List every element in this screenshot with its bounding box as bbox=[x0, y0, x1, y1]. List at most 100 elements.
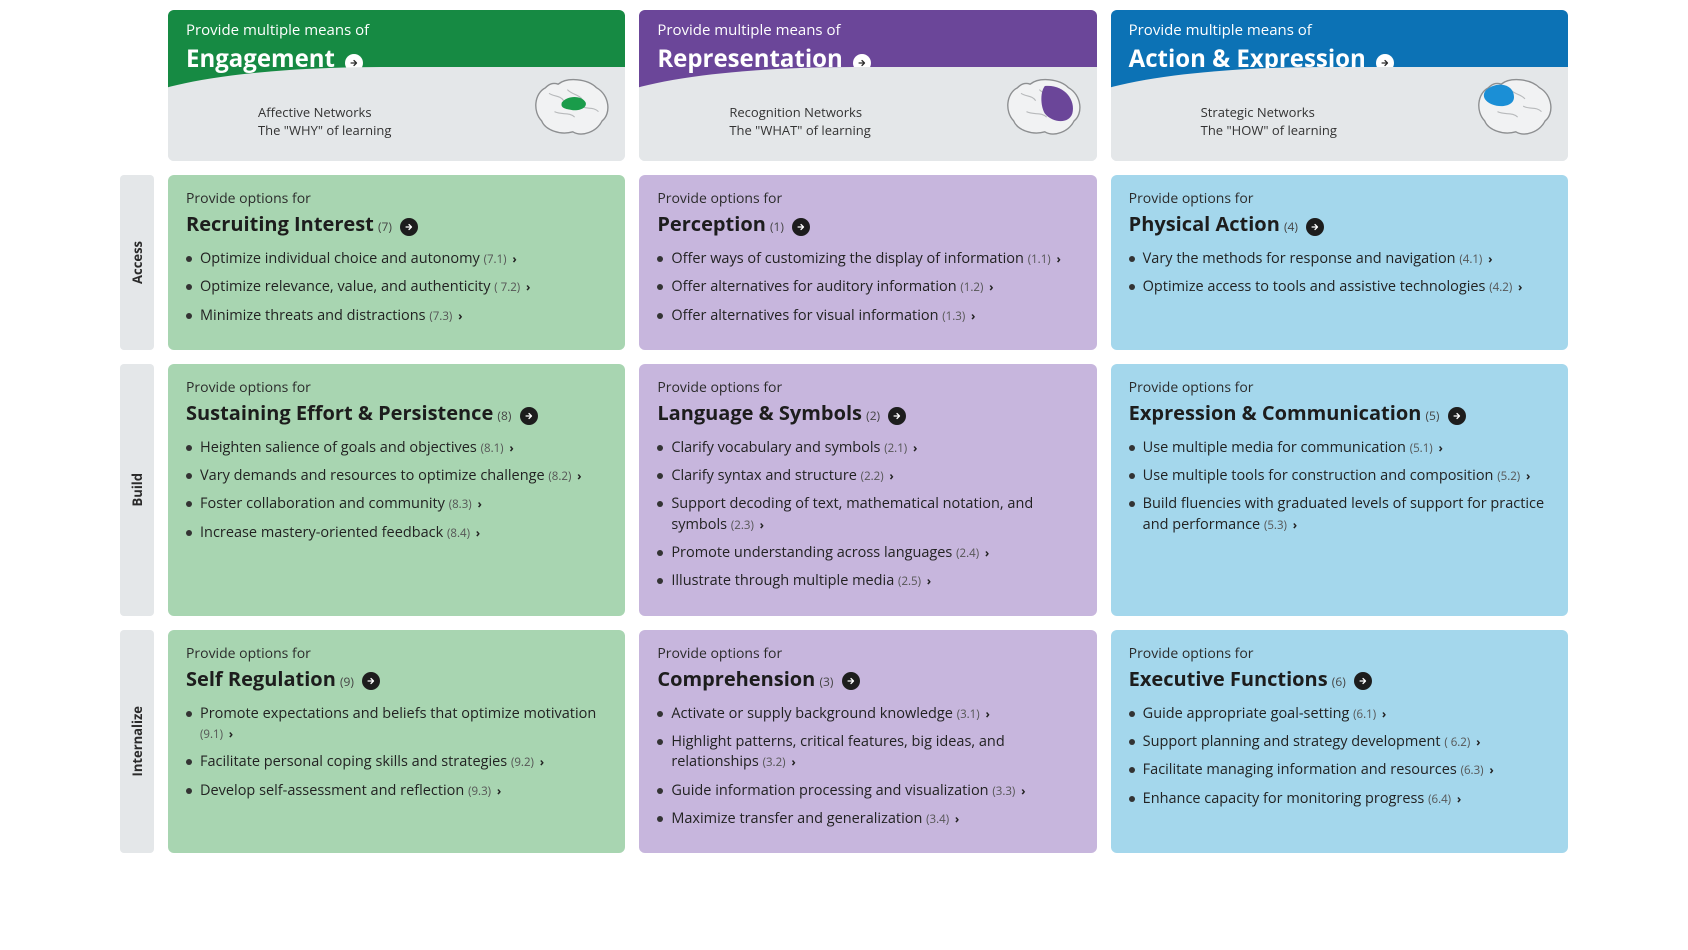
chevron-right-icon: › bbox=[229, 725, 233, 742]
options-lead: Provide options for bbox=[657, 189, 1078, 208]
checkpoint-item[interactable]: Maximize transfer and generalization (3.… bbox=[657, 809, 1078, 829]
arrow-icon[interactable] bbox=[842, 672, 860, 690]
cell-number: (9) bbox=[340, 673, 354, 690]
cell-title[interactable]: Perception bbox=[657, 210, 766, 237]
checkpoint-item[interactable]: Guide information processing and visuali… bbox=[657, 781, 1078, 801]
cell-number: (1) bbox=[770, 218, 784, 235]
arrow-icon[interactable] bbox=[1306, 218, 1324, 236]
cell-action-0: Provide options for Physical Action (4) … bbox=[1111, 175, 1568, 350]
checkpoint-item[interactable]: Offer ways of customizing the display of… bbox=[657, 249, 1078, 269]
cell-title[interactable]: Physical Action bbox=[1129, 210, 1280, 237]
checkpoint-item[interactable]: Optimize access to tools and assistive t… bbox=[1129, 277, 1550, 297]
chevron-right-icon: › bbox=[927, 572, 931, 589]
chevron-right-icon: › bbox=[476, 524, 480, 541]
checkpoint-item[interactable]: Vary demands and resources to optimize c… bbox=[186, 466, 607, 486]
brain-icon bbox=[1470, 73, 1558, 143]
brain-icon bbox=[999, 73, 1087, 143]
chevron-right-icon: › bbox=[791, 753, 795, 770]
chevron-right-icon: › bbox=[1489, 761, 1493, 778]
checkpoint-item[interactable]: Use multiple tools for construction and … bbox=[1129, 466, 1550, 486]
chevron-right-icon: › bbox=[889, 467, 893, 484]
cell-title[interactable]: Sustaining Effort & Persistence bbox=[186, 399, 493, 426]
options-lead: Provide options for bbox=[657, 644, 1078, 663]
options-lead: Provide options for bbox=[1129, 644, 1550, 663]
chevron-right-icon: › bbox=[955, 810, 959, 827]
header-lead: Provide multiple means of bbox=[657, 20, 1078, 40]
checkpoint-item[interactable]: Clarify vocabulary and symbols (2.1) › bbox=[657, 438, 1078, 458]
options-lead: Provide options for bbox=[186, 189, 607, 208]
checkpoint-item[interactable]: Increase mastery-oriented feedback (8.4)… bbox=[186, 523, 607, 543]
chevron-right-icon: › bbox=[1457, 790, 1461, 807]
cell-number: (3) bbox=[819, 673, 833, 690]
arrow-icon[interactable] bbox=[792, 218, 810, 236]
checkpoint-item[interactable]: Promote understanding across languages (… bbox=[657, 543, 1078, 563]
cell-title[interactable]: Comprehension bbox=[657, 665, 815, 692]
checkpoint-item[interactable]: Optimize relevance, value, and authentic… bbox=[186, 277, 607, 297]
chevron-right-icon: › bbox=[760, 516, 764, 533]
checkpoint-item[interactable]: Enhance capacity for monitoring progress… bbox=[1129, 789, 1550, 809]
chevron-right-icon: › bbox=[458, 307, 462, 324]
checkpoint-item[interactable]: Use multiple media for communication (5.… bbox=[1129, 438, 1550, 458]
checkpoint-item[interactable]: Offer alternatives for auditory informat… bbox=[657, 277, 1078, 297]
arrow-icon[interactable] bbox=[1354, 672, 1372, 690]
checkpoint-item[interactable]: Minimize threats and distractions (7.3) … bbox=[186, 306, 607, 326]
arrow-icon[interactable] bbox=[520, 407, 538, 425]
header-lead: Provide multiple means of bbox=[1129, 20, 1550, 40]
cell-number: (2) bbox=[866, 407, 880, 424]
arrow-icon[interactable] bbox=[362, 672, 380, 690]
options-lead: Provide options for bbox=[186, 378, 607, 397]
checkpoint-item[interactable]: Vary the methods for response and naviga… bbox=[1129, 249, 1550, 269]
chevron-right-icon: › bbox=[1488, 250, 1492, 267]
checkpoint-item[interactable]: Heighten salience of goals and objective… bbox=[186, 438, 607, 458]
checkpoint-item[interactable]: Develop self-assessment and reflection (… bbox=[186, 781, 607, 801]
checkpoint-item[interactable]: Facilitate managing information and reso… bbox=[1129, 760, 1550, 780]
chevron-right-icon: › bbox=[989, 278, 993, 295]
chevron-right-icon: › bbox=[1293, 516, 1297, 533]
checkpoint-item[interactable]: Support decoding of text, mathematical n… bbox=[657, 494, 1078, 535]
checkpoint-item[interactable]: Activate or supply background knowledge … bbox=[657, 704, 1078, 724]
checkpoint-item[interactable]: Facilitate personal coping skills and st… bbox=[186, 752, 607, 772]
row-label-build: Build bbox=[120, 364, 154, 616]
cell-representation-0: Provide options for Perception (1) Offer… bbox=[639, 175, 1096, 350]
chevron-right-icon: › bbox=[1438, 439, 1442, 456]
checkpoint-item[interactable]: Guide appropriate goal-setting (6.1) › bbox=[1129, 704, 1550, 724]
cell-title[interactable]: Recruiting Interest bbox=[186, 210, 374, 237]
checkpoint-item[interactable]: Promote expectations and beliefs that op… bbox=[186, 704, 607, 745]
arrow-icon[interactable] bbox=[400, 218, 418, 236]
checkpoint-item[interactable]: Highlight patterns, critical features, b… bbox=[657, 732, 1078, 773]
cell-engagement-2: Provide options for Self Regulation (9) … bbox=[168, 630, 625, 853]
checkpoint-item[interactable]: Clarify syntax and structure (2.2) › bbox=[657, 466, 1078, 486]
cell-number: (5) bbox=[1426, 407, 1440, 424]
cell-representation-1: Provide options for Language & Symbols (… bbox=[639, 364, 1096, 616]
chevron-right-icon: › bbox=[526, 278, 530, 295]
row-label-internalize: Internalize bbox=[120, 630, 154, 853]
cell-action-1: Provide options for Expression & Communi… bbox=[1111, 364, 1568, 616]
chevron-right-icon: › bbox=[1476, 733, 1480, 750]
checkpoint-item[interactable]: Offer alternatives for visual informatio… bbox=[657, 306, 1078, 326]
cell-title[interactable]: Expression & Communication bbox=[1129, 399, 1422, 426]
row-label-access: Access bbox=[120, 175, 154, 350]
arrow-icon[interactable] bbox=[1448, 407, 1466, 425]
cell-title[interactable]: Language & Symbols bbox=[657, 399, 862, 426]
chevron-right-icon: › bbox=[985, 544, 989, 561]
chevron-right-icon: › bbox=[1518, 278, 1522, 295]
options-lead: Provide options for bbox=[1129, 189, 1550, 208]
cell-number: (8) bbox=[497, 407, 511, 424]
cell-action-2: Provide options for Executive Functions … bbox=[1111, 630, 1568, 853]
cell-representation-2: Provide options for Comprehension (3) Ac… bbox=[639, 630, 1096, 853]
arrow-icon[interactable] bbox=[888, 407, 906, 425]
chevron-right-icon: › bbox=[577, 467, 581, 484]
checkpoint-item[interactable]: Optimize individual choice and autonomy … bbox=[186, 249, 607, 269]
chevron-right-icon: › bbox=[1056, 250, 1060, 267]
checkpoint-item[interactable]: Build fluencies with graduated levels of… bbox=[1129, 494, 1550, 535]
cell-title[interactable]: Executive Functions bbox=[1129, 665, 1328, 692]
cell-number: (6) bbox=[1332, 673, 1346, 690]
checkpoint-item[interactable]: Illustrate through multiple media (2.5) … bbox=[657, 571, 1078, 591]
checkpoint-item[interactable]: Support planning and strategy developmen… bbox=[1129, 732, 1550, 752]
checkpoint-item[interactable]: Foster collaboration and community (8.3)… bbox=[186, 494, 607, 514]
chevron-right-icon: › bbox=[509, 439, 513, 456]
header-lead: Provide multiple means of bbox=[186, 20, 607, 40]
cell-engagement-1: Provide options for Sustaining Effort & … bbox=[168, 364, 625, 616]
cell-title[interactable]: Self Regulation bbox=[186, 665, 336, 692]
chevron-right-icon: › bbox=[1382, 705, 1386, 722]
